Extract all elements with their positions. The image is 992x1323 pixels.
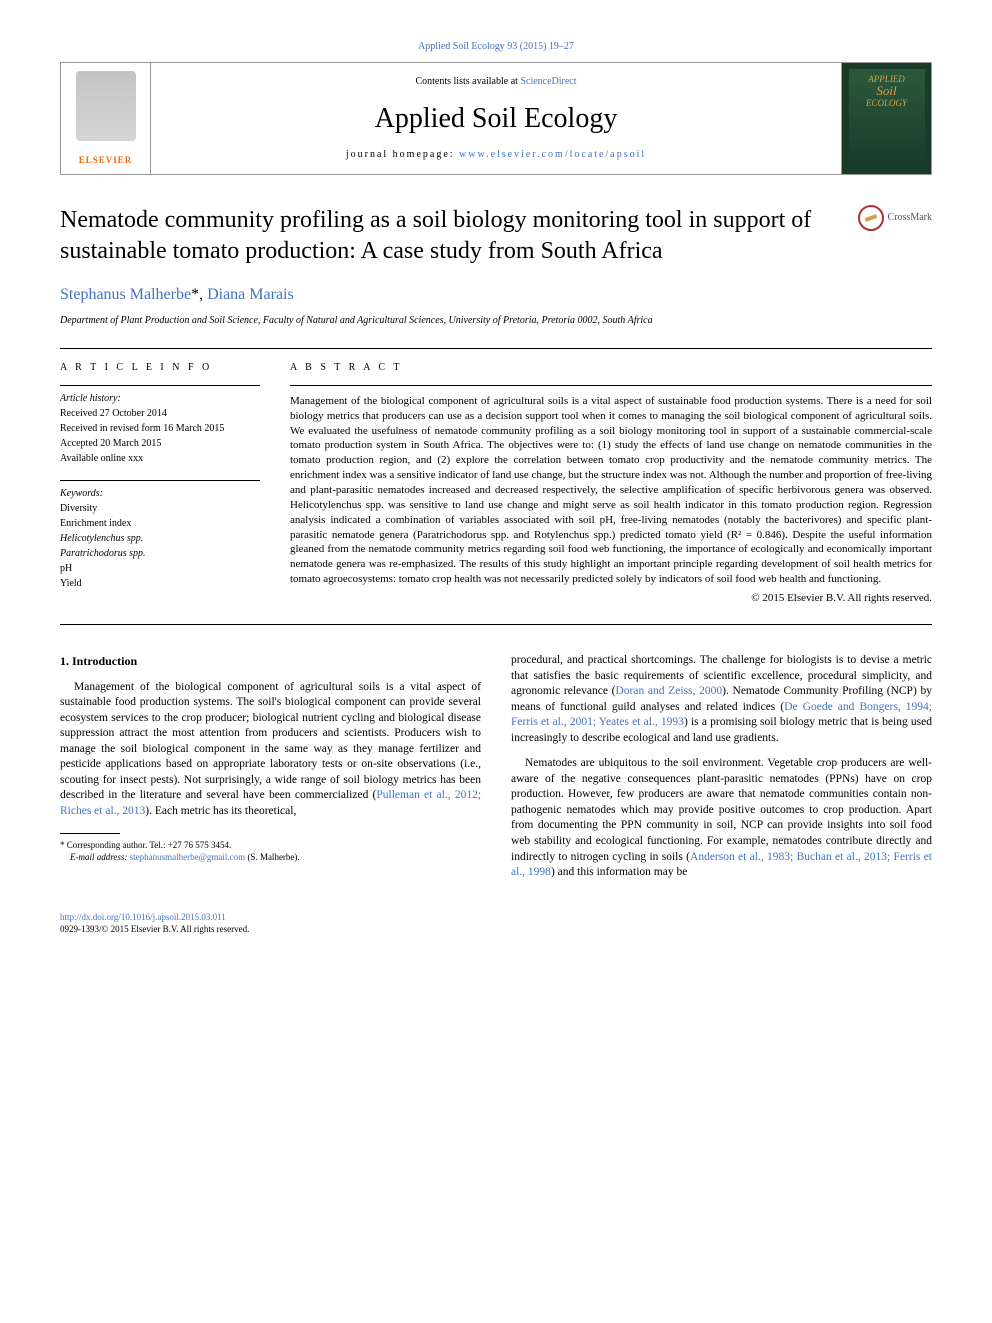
body-columns: 1. Introduction Management of the biolog… (60, 653, 932, 890)
journal-cover-icon: APPLIED Soil ECOLOGY (849, 69, 925, 169)
intro-heading: 1. Introduction (60, 653, 481, 669)
article-history: Article history: Received 27 October 201… (60, 385, 260, 466)
publisher-logo: ELSEVIER (79, 154, 133, 167)
history-label: Article history: (60, 392, 260, 406)
keywords-label: Keywords: (60, 487, 260, 501)
article-info-heading: A R T I C L E I N F O (60, 361, 260, 375)
authors: Stephanus Malherbe*, Diana Marais (60, 284, 932, 306)
elsevier-tree-icon (76, 71, 136, 141)
body-column-left: 1. Introduction Management of the biolog… (60, 653, 481, 890)
citation-doran[interactable]: Doran and Zeiss, 2000 (615, 685, 722, 697)
author-separator: , (199, 286, 207, 303)
author-2-link[interactable]: Diana Marais (207, 286, 294, 303)
header-center: Contents lists available at ScienceDirec… (151, 63, 841, 174)
info-abstract-row: A R T I C L E I N F O Article history: R… (60, 361, 932, 606)
article-info-column: A R T I C L E I N F O Article history: R… (60, 361, 260, 606)
full-divider (60, 624, 932, 625)
keyword-2: Enrichment index (60, 517, 260, 531)
corresponding-author-footnote: * Corresponding author. Tel.: +27 76 575… (60, 840, 481, 863)
cover-text-3: ECOLOGY (866, 99, 907, 109)
affiliation: Department of Plant Production and Soil … (60, 314, 932, 328)
col2-p2-a: Nematodes are ubiquitous to the soil env… (511, 757, 932, 862)
keyword-1: Diversity (60, 502, 260, 516)
history-received: Received 27 October 2014 (60, 407, 260, 421)
doi-link[interactable]: http://dx.doi.org/10.1016/j.apsoil.2015.… (60, 912, 226, 922)
issn-copyright: 0929-1393/© 2015 Elsevier B.V. All right… (60, 923, 932, 936)
footnote-email-label: E-mail address: (70, 852, 130, 862)
history-online: Available online xxx (60, 452, 260, 466)
footnote-separator (60, 833, 120, 834)
keyword-6: Yield (60, 577, 260, 591)
history-revised: Received in revised form 16 March 2015 (60, 422, 260, 436)
body-column-right: procedural, and practical shortcomings. … (511, 653, 932, 890)
col2-paragraph-2: Nematodes are ubiquitous to the soil env… (511, 756, 932, 880)
intro-paragraph-1: Management of the biological component o… (60, 680, 481, 820)
intro-p1-text-a: Management of the biological component o… (60, 681, 481, 802)
col2-p2-b: ) and this information may be (551, 866, 687, 878)
cover-text-2: Soil (876, 84, 896, 98)
title-row: Nematode community profiling as a soil b… (60, 205, 932, 267)
cover-panel: APPLIED Soil ECOLOGY (841, 63, 931, 174)
author-1-link[interactable]: Stephanus Malherbe (60, 286, 191, 303)
homepage-line: journal homepage: www.elsevier.com/locat… (161, 148, 831, 162)
homepage-link[interactable]: www.elsevier.com/locate/apsoil (459, 149, 646, 160)
history-accepted: Accepted 20 March 2015 (60, 437, 260, 451)
contents-prefix: Contents lists available at (415, 76, 520, 87)
abstract-heading: A B S T R A C T (290, 361, 932, 375)
keywords-block: Keywords: Diversity Enrichment index Hel… (60, 480, 260, 591)
abstract-text: Management of the biological component o… (290, 394, 932, 587)
abstract-divider (290, 385, 932, 386)
journal-reference: Applied Soil Ecology 93 (2015) 19–27 (60, 40, 932, 54)
author-1-marker: * (191, 286, 199, 303)
footnote-marker: * (60, 840, 67, 850)
keyword-3: Helicotylenchus spp. (60, 532, 260, 546)
homepage-prefix: journal homepage: (346, 149, 459, 160)
article-title: Nematode community profiling as a soil b… (60, 205, 858, 267)
page: Applied Soil Ecology 93 (2015) 19–27 ELS… (0, 0, 992, 976)
page-footer: http://dx.doi.org/10.1016/j.apsoil.2015.… (60, 911, 932, 936)
sciencedirect-link[interactable]: ScienceDirect (520, 76, 576, 87)
contents-line: Contents lists available at ScienceDirec… (161, 75, 831, 89)
crossmark-badge[interactable]: CrossMark (858, 205, 932, 231)
journal-header: ELSEVIER Contents lists available at Sci… (60, 62, 932, 175)
keyword-5: pH (60, 562, 260, 576)
footnote-corresponding: Corresponding author. Tel.: +27 76 575 3… (67, 840, 232, 850)
intro-p1-text-b: ). Each metric has its theoretical, (145, 805, 296, 817)
publisher-panel: ELSEVIER (61, 63, 151, 174)
footnote-email-link[interactable]: stephanusmalherbe@gmail.com (130, 852, 246, 862)
divider (60, 348, 932, 349)
crossmark-label: CrossMark (888, 211, 932, 225)
col2-paragraph-1: procedural, and practical shortcomings. … (511, 653, 932, 746)
crossmark-icon (858, 205, 884, 231)
abstract-column: A B S T R A C T Management of the biolog… (290, 361, 932, 606)
journal-title: Applied Soil Ecology (161, 99, 831, 138)
abstract-copyright: © 2015 Elsevier B.V. All rights reserved… (290, 591, 932, 606)
footnote-email-suffix: (S. Malherbe). (245, 852, 299, 862)
keyword-4: Paratrichodorus spp. (60, 547, 260, 561)
